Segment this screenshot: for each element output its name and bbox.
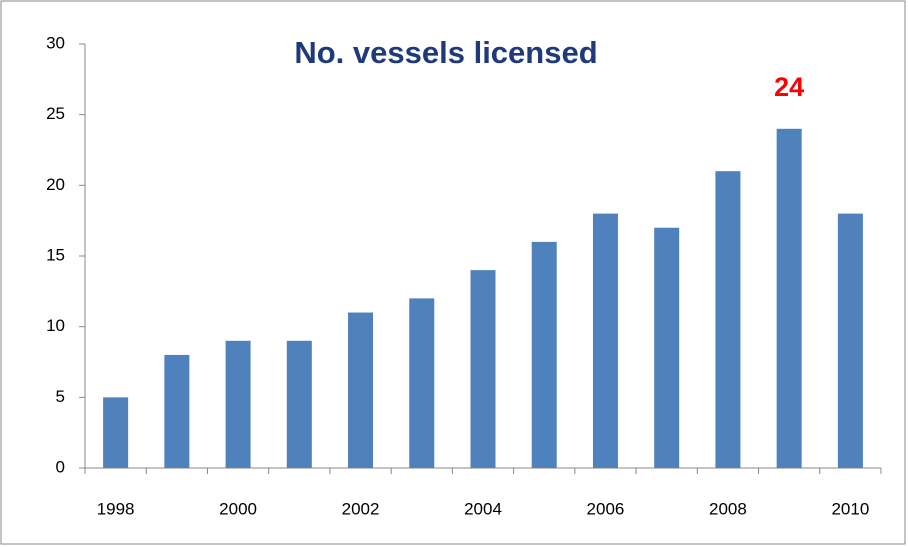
bar <box>531 241 557 468</box>
y-tick-label: 20 <box>46 175 65 194</box>
bar <box>409 298 435 468</box>
x-tick-label: 2008 <box>709 499 747 518</box>
y-tick-label: 30 <box>46 33 65 52</box>
bar <box>348 312 374 468</box>
bar <box>776 128 802 469</box>
bar <box>715 171 741 468</box>
bar <box>286 340 312 468</box>
bar <box>164 354 190 468</box>
y-tick-label: 25 <box>46 104 65 123</box>
x-tick-label: 2010 <box>831 499 869 518</box>
bar <box>837 213 863 468</box>
y-tick-label: 15 <box>46 245 65 264</box>
x-tick-label: 2000 <box>219 499 257 518</box>
data-label: 24 <box>774 72 804 102</box>
x-tick-label: 2002 <box>342 499 380 518</box>
bar <box>225 340 251 468</box>
x-tick-label: 2006 <box>587 499 625 518</box>
x-tick-label: 1998 <box>97 499 135 518</box>
y-tick-label: 5 <box>56 387 65 406</box>
y-tick-label: 0 <box>56 457 65 476</box>
y-tick-label: 10 <box>46 316 65 335</box>
bar <box>470 270 496 468</box>
bar <box>592 213 618 468</box>
chart-title: No. vessels licensed <box>294 35 597 70</box>
x-tick-label: 2004 <box>464 499 502 518</box>
bar <box>654 227 680 468</box>
bar <box>103 397 129 468</box>
